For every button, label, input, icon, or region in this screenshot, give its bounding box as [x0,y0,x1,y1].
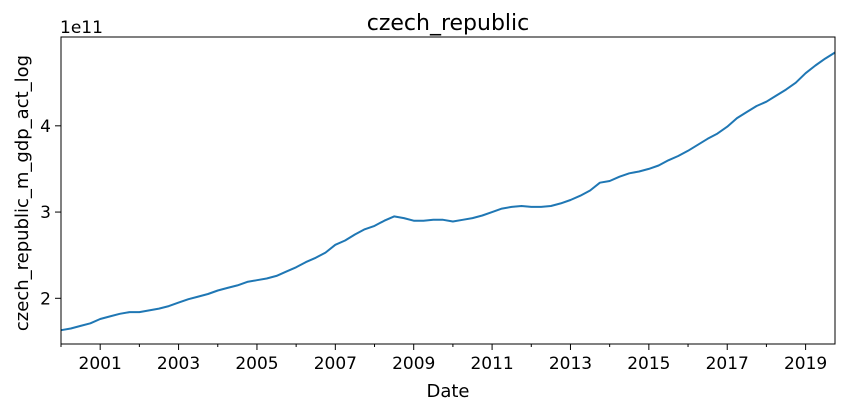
chart-title: czech_republic [367,11,530,36]
x-axis-title: Date [426,381,469,402]
x-tick-label: 2003 [157,354,200,374]
x-tick-label: 2005 [235,354,278,374]
y-axis-ticks: 2 3 4 [40,117,61,309]
x-tick-label: 2011 [470,354,513,374]
x-tick-label: 2009 [392,354,435,374]
y-tick-label: 3 [40,203,51,223]
x-tick-label: 2017 [706,354,749,374]
y-tick-label: 4 [40,117,51,137]
plot-area-frame [60,36,836,345]
y-axis-offset-label: 1e11 [60,18,103,38]
x-axis-ticks: 2001 2003 2005 2007 2009 2011 2013 2015 2017 2019 [79,344,827,374]
x-tick-label: 2001 [79,354,122,374]
y-tick-label: 2 [40,289,51,309]
y-axis-title: czech_republic_m_gdp_act_log [12,55,33,331]
x-tick-label: 2007 [314,354,357,374]
x-tick-label: 2019 [784,354,827,374]
x-tick-label: 2015 [627,354,670,374]
x-tick-label: 2013 [549,354,592,374]
series-line [60,51,836,332]
